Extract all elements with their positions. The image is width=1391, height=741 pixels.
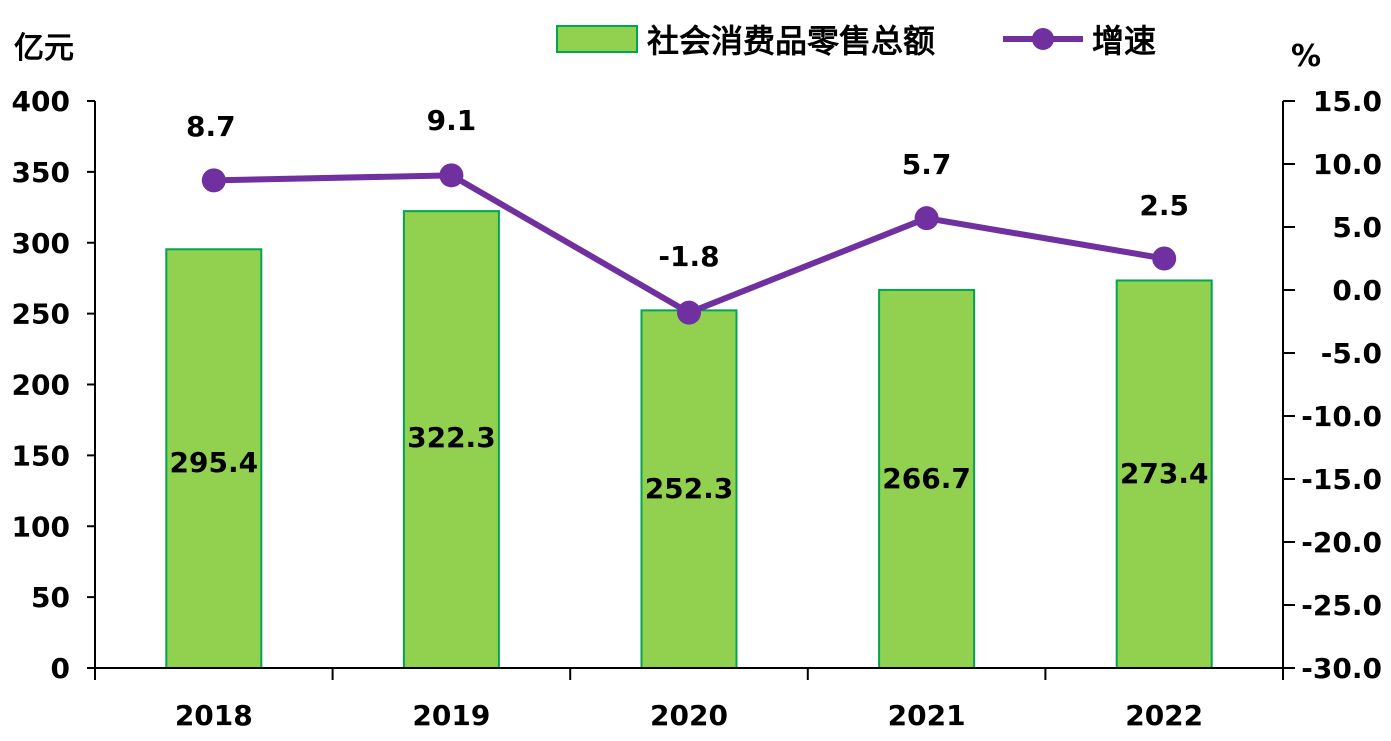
right-tick-label: -20.0 [1301,526,1382,559]
bars-layer [165,210,1213,670]
right-tick-label: -15.0 [1301,463,1382,496]
legend-line-marker [1032,28,1054,50]
x-tick-label: 2021 [888,699,966,732]
bar-value-label: 295.4 [170,446,259,479]
x-tick-label: 2022 [1125,699,1203,732]
left-axis-unit: 亿元 [14,31,74,66]
right-tick-label: -10.0 [1301,400,1382,433]
right-tick-label: 5.0 [1332,211,1382,244]
growth-point-2021 [914,206,939,231]
bar-value-label: 273.4 [1120,457,1209,490]
right-tick-label: 0.0 [1332,274,1382,307]
bar-2018 [165,248,263,669]
line-layer [201,163,1177,325]
growth-value-label: 2.5 [1139,189,1189,222]
x-tick-label: 2020 [650,699,728,732]
left-tick-label: 300 [12,227,70,260]
growth-value-label: 9.1 [427,104,477,137]
growth-point-2018 [201,168,226,193]
left-tick-label: 0 [51,652,70,685]
labels-layer: 295.4 322.3 252.3 266.7 273.4 8.7 9.1 -1.8 5.7 2.… [170,104,1209,505]
x-tick-label: 2019 [412,699,490,732]
bar-2021 [878,288,976,669]
bar-2019 [402,210,500,670]
x-tick-label: 2018 [175,699,253,732]
bar-value-label: 322.3 [407,421,496,454]
legend-bar-label: 社会消费品零售总额 [647,22,935,60]
growth-point-2022 [1152,246,1177,271]
right-tick-label: 15.0 [1313,85,1382,118]
bar-2022 [1115,279,1213,669]
left-tick-label: 100 [12,510,70,543]
left-tick-label: 400 [12,85,70,118]
right-tick-label: 10.0 [1313,148,1382,181]
right-tick-label: -30.0 [1301,652,1382,685]
left-tick-label: 150 [12,439,70,472]
right-tick-label: -25.0 [1301,589,1382,622]
left-tick-label: 250 [12,298,70,331]
bar-value-label: 252.3 [645,472,734,505]
legend-bar-swatch [556,25,638,53]
growth-value-label: -1.8 [658,240,719,273]
left-tick-label: 350 [12,156,70,189]
growth-value-label: 5.7 [902,148,952,181]
growth-value-label: 8.7 [186,110,236,143]
left-tick-label: 50 [31,581,70,614]
growth-point-2019 [439,163,464,188]
left-tick-label: 200 [12,369,70,402]
right-axis-unit: % [1291,39,1321,74]
legend: 社会消费品零售总额 增速 [556,22,1156,60]
growth-point-2020 [677,300,701,325]
right-tick-label: -5.0 [1321,337,1382,370]
legend-line-label: 增速 [1092,22,1156,60]
bar-value-label: 266.7 [882,462,971,495]
axes-layer: 0 50 100 150 200 250 300 350 400 -30.0 -25.0 -20.0 -… [12,85,1382,732]
